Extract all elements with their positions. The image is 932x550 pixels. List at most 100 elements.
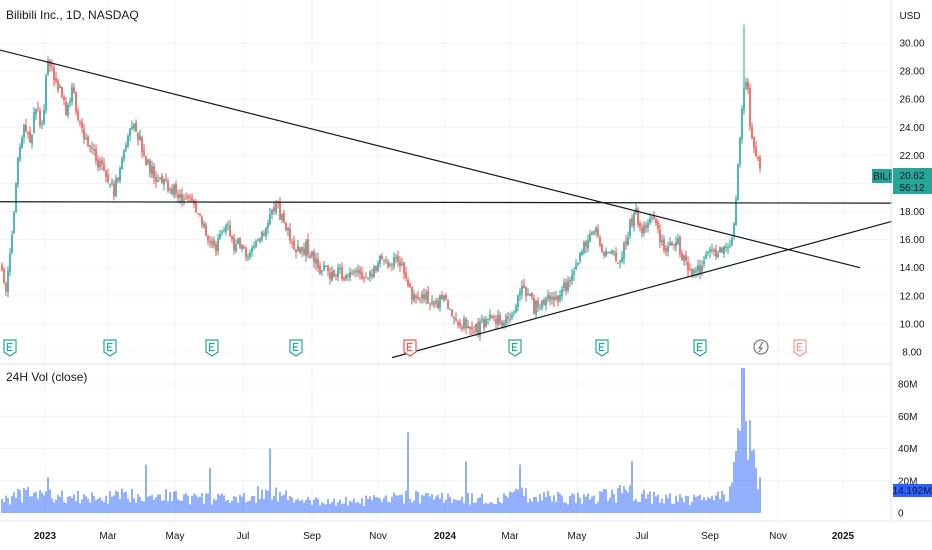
volume-bar (469, 504, 471, 513)
volume-bar (289, 495, 291, 513)
candle-body (329, 272, 331, 279)
volume-bar (665, 494, 667, 513)
volume-bar (135, 502, 137, 513)
trendlines[interactable] (0, 49, 893, 359)
candle-body (239, 237, 241, 248)
chart-title[interactable]: Bilibili Inc., 1D, NASDAQ (6, 8, 139, 22)
earnings-marker-icon[interactable] (595, 339, 609, 357)
candle-body (713, 250, 715, 252)
volume-bar (23, 487, 25, 513)
volume-indicator-title[interactable]: 24H Vol (close) (6, 370, 88, 384)
earnings-marker-icon[interactable] (693, 339, 707, 357)
candle-body (205, 224, 207, 236)
volume-bar (713, 500, 715, 513)
volume-bar (415, 490, 417, 513)
volume-bar (349, 500, 351, 513)
candle-body (579, 253, 581, 261)
countdown-text: 56:12 (899, 183, 924, 194)
candle-body (267, 223, 269, 228)
candle-body (67, 104, 69, 116)
candle-body (169, 188, 171, 190)
candle-body (587, 240, 589, 249)
candle-body (185, 197, 187, 199)
trendline[interactable] (0, 49, 861, 269)
candle-body (53, 67, 55, 81)
volume-bar (373, 495, 375, 513)
candle-body (131, 126, 133, 129)
candle-body (513, 312, 515, 314)
volume-bar (157, 494, 159, 513)
candle-body (525, 286, 527, 297)
candle-body (717, 253, 719, 258)
candle-body (413, 294, 415, 301)
volume-axis[interactable]: 0 20M 40M 60M 80M (898, 380, 917, 520)
volume-bar (485, 502, 487, 513)
candle-body (77, 110, 79, 120)
candle-body (27, 132, 29, 134)
candle-body (235, 244, 237, 252)
split-marker-icon[interactable] (753, 339, 769, 355)
time-axis[interactable]: 2023 Mar May Jul Sep Nov 2024 Mar May Jul Sep Nov 20… (34, 531, 855, 542)
candle-body (589, 234, 591, 242)
candle-body (17, 157, 19, 185)
volume-bar (645, 498, 647, 513)
volume-bar (257, 486, 259, 513)
volume-bar (195, 495, 197, 513)
earnings-marker-icon[interactable] (403, 339, 417, 357)
candle-body (565, 282, 567, 291)
earnings-markers[interactable] (3, 339, 807, 357)
volume-bar (119, 499, 121, 513)
candle-body (577, 263, 579, 265)
candle-body (457, 321, 459, 325)
trendline[interactable] (0, 201, 893, 204)
candle-body (33, 112, 35, 133)
earnings-marker-icon[interactable] (508, 339, 522, 357)
volume-bar (185, 493, 187, 513)
candle-body (9, 253, 11, 272)
candle-body (137, 132, 139, 140)
volume-bar (281, 495, 283, 513)
volume-bar (599, 491, 601, 513)
candle-body (703, 260, 705, 265)
volume-bar (503, 493, 505, 513)
price-axis[interactable]: 8.0010.0012.0014.0016.0018.0020.0022.002… (899, 39, 924, 359)
candle-body (599, 237, 601, 246)
volume-bar (381, 501, 383, 513)
volume-bar (465, 461, 467, 513)
volume-bar (129, 501, 131, 513)
volume-bar (245, 502, 247, 513)
volume-bar (523, 495, 525, 513)
volume-bar (303, 502, 305, 513)
volume-bar (685, 495, 687, 513)
candle-body (515, 306, 517, 313)
volume-bar (273, 496, 275, 513)
volume-bar (655, 496, 657, 513)
earnings-marker-icon[interactable] (103, 339, 117, 357)
earnings-marker-icon[interactable] (289, 339, 303, 357)
volume-bar (85, 496, 87, 513)
candle-body (297, 245, 299, 252)
currency-label[interactable]: USD (899, 11, 921, 22)
candle-body (165, 179, 167, 181)
candle-body (155, 176, 157, 182)
candle-body (209, 240, 211, 243)
volume-bar (203, 503, 205, 513)
earnings-marker-icon[interactable] (205, 339, 219, 357)
candle-body (343, 278, 345, 281)
volume-bar (341, 503, 343, 513)
candle-body (619, 260, 621, 263)
candle-body (715, 249, 717, 257)
candle-body (747, 81, 749, 90)
volume-bar (571, 493, 573, 513)
earnings-marker-icon[interactable] (793, 339, 807, 357)
candle-body (501, 321, 503, 327)
candle-body (243, 247, 245, 249)
candle-body (453, 317, 455, 319)
volume-bar (565, 502, 567, 513)
trendline[interactable] (391, 220, 893, 359)
volume-bar (337, 502, 339, 513)
volume-bar (591, 496, 593, 513)
candle-body (199, 213, 201, 216)
earnings-marker-icon[interactable] (3, 339, 17, 357)
